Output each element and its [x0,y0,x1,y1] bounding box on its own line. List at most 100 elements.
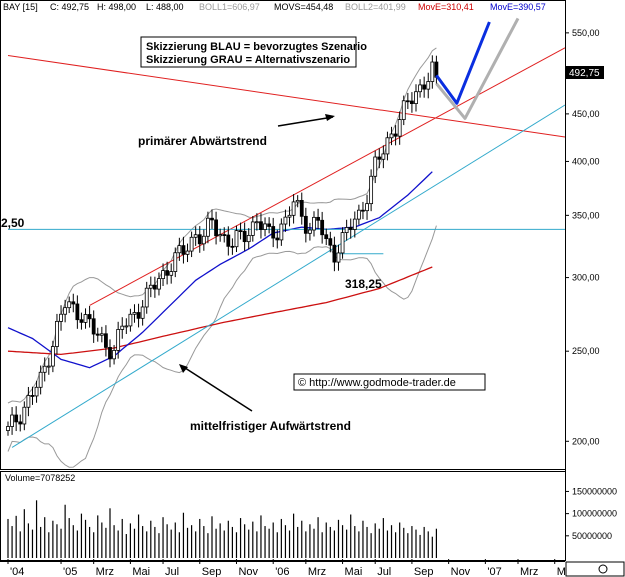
candle-body [136,312,141,319]
moving-average-red [7,266,433,356]
candle-body [87,314,92,320]
candle-body [63,307,68,315]
header-move-blue: MovE=390,57 [490,2,546,12]
volume-layer [7,500,437,558]
uptrend-arrowhead [179,364,188,373]
candle-body [210,217,214,221]
candle-layer [6,55,439,436]
candle-body [381,153,386,160]
candle-body [161,270,165,279]
candle-body [271,226,276,239]
candle-body [246,235,251,243]
candle-body [55,320,59,347]
candle-body [91,318,96,335]
uptrend-label: mittelfristiger Aufwärtstrend [190,419,351,433]
candle-body [418,84,422,93]
time-tick-label: Mai [132,566,150,577]
volume-label: Volume=7078252 [5,473,75,483]
candle-body [22,406,27,425]
price-tick-label: 200,00 [572,436,600,446]
candle-body [197,234,202,245]
candle-body [165,270,170,276]
time-tick-label: '06 [275,566,289,577]
candle-body [275,237,280,241]
candle-body [254,221,259,224]
candle-body [71,301,76,305]
candle-body [104,333,108,348]
candle-body [79,319,84,323]
volume-tick-label: 100000000 [572,509,617,519]
candle-body [299,199,304,217]
candle-body [430,61,435,82]
candle-body [234,230,239,248]
scenario-blue-path [435,21,491,105]
price-tick-label: 300,00 [572,273,600,283]
candle-body [226,234,231,247]
candle-body [42,365,47,373]
indicator-layer [7,47,437,468]
candle-body [397,119,402,137]
candle-body [18,421,23,425]
logo-mark [598,564,608,574]
candle-body [120,325,125,330]
candle-body [405,100,410,103]
candle-body [222,234,227,236]
candle-body [173,252,178,272]
time-tick-label: Nov [451,566,471,577]
candle-body [230,245,235,248]
candle-body [393,133,398,137]
candle-body [132,312,137,315]
candle-body [303,215,308,234]
volume-axis-ticks: 150000000 100000000 50000000 [565,486,617,541]
legend-line-gray: Skizzierung GRAU = Alternativszenario [146,54,350,66]
price-axis-ticks: 550,00500,00450,00400,00350,00300,00250,… [565,28,600,446]
candle-body [177,245,182,254]
candle-body [201,235,206,245]
candle-body [410,100,414,105]
candle-body [389,133,394,139]
copyright-box [293,373,486,391]
candle-body [218,234,223,237]
candle-body [283,216,288,225]
uptrend-line [11,104,566,448]
candle-body [148,284,153,289]
candle-body [336,252,341,263]
time-tick-label: Mrz [520,566,538,577]
candle-body [295,199,300,203]
candle-body [361,209,365,212]
candle-body [189,236,194,252]
candle-body [365,203,369,212]
header-boll1: BOLL1=606,97 [199,2,260,12]
candle-body [169,271,174,276]
header-symbol: BAY [15] [3,2,38,12]
header-close: C: 492,75 [50,2,89,12]
candle-body [324,234,329,240]
candle-body [108,347,112,360]
candle-body [185,250,190,255]
candle-body [30,395,35,397]
candle-body [46,365,51,368]
candle-body [385,137,390,155]
time-tick-label: '05 [63,566,77,577]
uptrend-arrow [181,365,253,412]
candle-body [128,313,133,327]
logo-box [565,561,625,577]
candle-body [279,223,284,241]
candle-body [312,216,316,231]
downtrend-label: primärer Abwärtstrend [138,134,267,148]
candle-body [348,227,353,230]
candle-body [332,244,337,263]
candle-body [308,229,312,234]
candle-body [422,84,427,90]
candle-body [426,81,431,90]
candle-body [238,230,243,233]
candle-body [112,350,116,360]
volume-panel-frame [0,471,566,561]
candle-body [377,156,382,160]
candle-body [369,175,374,205]
candle-body [356,209,361,220]
volume-tick-label: 50000000 [572,531,612,541]
candle-body [75,303,80,321]
candle-body [181,245,186,255]
